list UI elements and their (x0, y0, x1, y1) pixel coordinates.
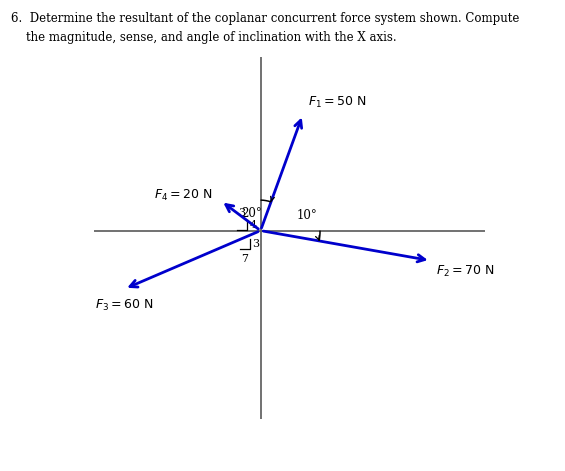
Text: $F_1 = 50\ \mathrm{N}$: $F_1 = 50\ \mathrm{N}$ (308, 95, 366, 110)
Text: 3: 3 (238, 208, 246, 218)
Text: 3: 3 (252, 239, 259, 249)
Text: 7: 7 (241, 254, 249, 264)
Text: $F_4 = 20\ \mathrm{N}$: $F_4 = 20\ \mathrm{N}$ (154, 187, 212, 203)
Text: 20°: 20° (241, 207, 262, 220)
Text: the magnitude, sense, and angle of inclination with the X axis.: the magnitude, sense, and angle of incli… (11, 31, 397, 44)
Text: $F_2 = 70\ \mathrm{N}$: $F_2 = 70\ \mathrm{N}$ (436, 263, 494, 278)
Text: 4: 4 (250, 220, 257, 230)
Text: 10°: 10° (297, 209, 318, 222)
Text: $F_3 = 60\ \mathrm{N}$: $F_3 = 60\ \mathrm{N}$ (95, 298, 154, 313)
Text: 6.  Determine the resultant of the coplanar concurrent force system shown. Compu: 6. Determine the resultant of the coplan… (11, 12, 520, 25)
